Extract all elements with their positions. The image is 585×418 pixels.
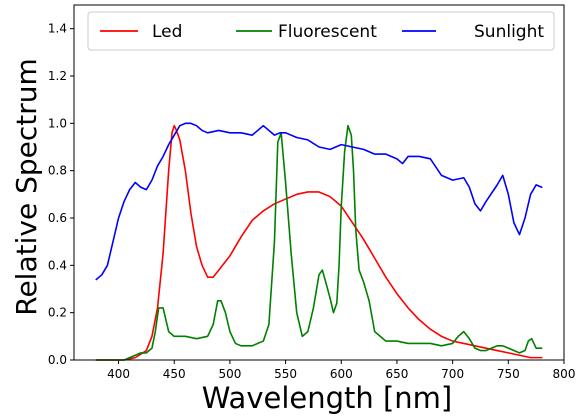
legend-label-led: Led — [152, 22, 182, 42]
x-tick-label: 650 — [386, 367, 409, 381]
y-tick-label: 0.2 — [48, 306, 67, 320]
y-tick-label: 0.4 — [48, 258, 67, 272]
y-tick-label: 0.6 — [48, 211, 67, 225]
series-line-led — [95, 124, 543, 361]
y-axis-title: Relative Spectrum — [10, 58, 43, 316]
axes-layer: 400 450 500 550 600 650 700 750 800 0.0 0.2 0.4 0.6 0… — [48, 22, 576, 381]
x-tick-label: 750 — [497, 367, 520, 381]
x-tick-label: 800 — [553, 367, 576, 381]
series-line-sunlight — [95, 122, 543, 281]
series-layer — [95, 122, 543, 361]
legend: Led Fluorescent Sunlight — [87, 11, 555, 51]
legend-label-fluorescent: Fluorescent — [278, 22, 377, 42]
y-tick-label: 1.0 — [48, 116, 67, 130]
x-tick-label: 700 — [441, 367, 464, 381]
y-tick-label: 0.8 — [48, 164, 67, 178]
y-tick-label: 1.2 — [48, 69, 67, 83]
x-tick-label: 400 — [107, 367, 130, 381]
x-tick-label: 600 — [330, 367, 353, 381]
series-line-fluorescent — [95, 124, 543, 361]
y-tick-label: 0.0 — [48, 353, 67, 367]
x-tick-label: 550 — [274, 367, 297, 381]
x-tick-label: 500 — [218, 367, 241, 381]
plot-frame-layer — [73, 4, 565, 361]
legend-label-sunlight: Sunlight — [474, 22, 544, 42]
plot-frame — [73, 4, 565, 361]
x-tick-label: 450 — [163, 367, 186, 381]
x-axis-title: Wavelength [nm] — [202, 381, 453, 415]
legend-box — [87, 11, 555, 51]
y-tick-label: 1.4 — [48, 22, 67, 36]
